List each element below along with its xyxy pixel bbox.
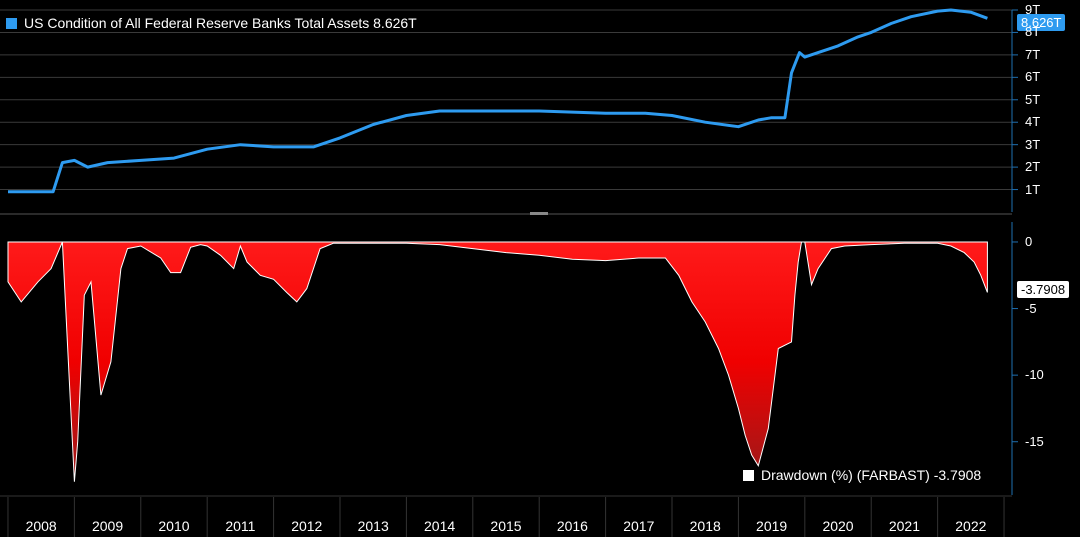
x-tick-label: 2022 bbox=[955, 518, 987, 534]
drawdown-area bbox=[7, 241, 988, 482]
top-y-tick-label: 9T bbox=[1025, 2, 1041, 17]
top-y-tick-label: 1T bbox=[1025, 181, 1041, 197]
top-y-tick-label: 3T bbox=[1025, 136, 1041, 152]
top-y-tick-label: 4T bbox=[1025, 114, 1041, 130]
x-tick-label: 2016 bbox=[556, 518, 588, 534]
x-tick-label: 2014 bbox=[424, 518, 456, 534]
bottom-legend-swatch bbox=[743, 469, 754, 481]
x-tick-label: 2011 bbox=[225, 518, 256, 534]
top-y-tick-label: 5T bbox=[1025, 91, 1041, 107]
top-y-tick-label: 8T bbox=[1025, 24, 1041, 40]
x-tick-label: 2008 bbox=[25, 518, 57, 534]
top-y-tick-label: 6T bbox=[1025, 69, 1041, 85]
total-assets-line bbox=[8, 8, 988, 194]
x-tick-label: 2021 bbox=[888, 518, 920, 534]
x-tick-label: 2019 bbox=[756, 518, 788, 534]
x-tick-label: 2010 bbox=[158, 518, 190, 534]
bottom-y-tick-label: -5 bbox=[1025, 300, 1037, 316]
top-legend: US Condition of All Federal Reserve Bank… bbox=[6, 15, 417, 31]
bottom-y-tick-label: -15 bbox=[1025, 433, 1044, 449]
top-legend-swatch bbox=[6, 17, 17, 29]
x-tick-label: 2012 bbox=[291, 518, 323, 534]
panel-resize-handle[interactable] bbox=[530, 212, 548, 215]
x-axis-year-separators bbox=[7, 497, 1005, 537]
x-tick-label: 2018 bbox=[689, 518, 721, 534]
top-y-tick-label: 2T bbox=[1025, 159, 1041, 175]
top-y-tick-label: 7T bbox=[1025, 46, 1041, 62]
x-tick-label: 2013 bbox=[357, 518, 389, 534]
x-tick-label: 2017 bbox=[623, 518, 655, 534]
total-assets-last-value-tag: 8.626T bbox=[1017, 14, 1066, 31]
bottom-y-tick-label: -10 bbox=[1025, 367, 1044, 383]
bottom-y-axis-ticks bbox=[1012, 241, 1018, 443]
top-panel-gridlines bbox=[0, 9, 1012, 191]
bottom-legend-text: Drawdown (%) (FARBAST) -3.7908 bbox=[761, 467, 982, 483]
bottom-y-tick-label: 0 bbox=[1025, 233, 1033, 249]
drawdown-last-value-tag: -3.7908 bbox=[1017, 281, 1070, 298]
x-tick-label: 2020 bbox=[822, 518, 854, 534]
x-tick-label: 2009 bbox=[91, 518, 124, 534]
bottom-legend: Drawdown (%) (FARBAST) -3.7908 bbox=[743, 467, 981, 483]
top-y-axis-ticks bbox=[1012, 9, 1018, 191]
x-tick-label: 2015 bbox=[490, 518, 522, 534]
top-legend-text: US Condition of All Federal Reserve Bank… bbox=[24, 15, 417, 31]
